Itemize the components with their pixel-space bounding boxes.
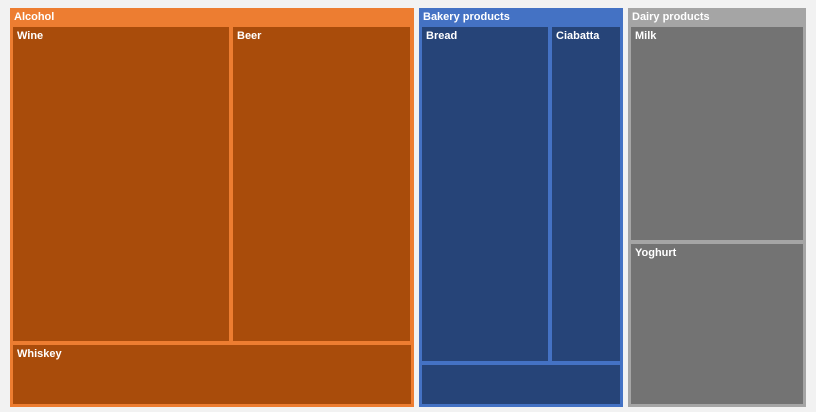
treemap-cell-whiskey: Whiskey [13, 345, 411, 404]
treemap-cell-ciabatta: Ciabatta [552, 27, 620, 361]
group-bakery-products: Bakery products Bread Ciabatta [419, 8, 623, 407]
group-label: Dairy products [632, 11, 710, 23]
treemap-cell-milk: Milk [631, 27, 803, 240]
group-dairy-products: Dairy products Milk Yoghurt [628, 8, 806, 407]
cell-label: Milk [635, 30, 657, 42]
treemap-cell-bread: Bread [422, 27, 548, 361]
treemap-cell-wine: Wine [13, 27, 229, 341]
cell-label: Wine [17, 30, 44, 42]
group-alcohol: Alcohol Wine Beer Whiskey [10, 8, 414, 407]
group-label: Bakery products [423, 11, 510, 23]
cell-label: Whiskey [17, 348, 62, 360]
treemap-cell-yoghurt: Yoghurt [631, 244, 803, 404]
group-label: Alcohol [14, 11, 55, 23]
cell-label: Bread [426, 30, 458, 42]
cell-label: Ciabatta [556, 30, 600, 42]
cell-label: Beer [237, 30, 262, 42]
treemap-cell-beer: Beer [233, 27, 410, 341]
cell-label: Yoghurt [635, 247, 677, 259]
treemap-cell [422, 365, 620, 404]
